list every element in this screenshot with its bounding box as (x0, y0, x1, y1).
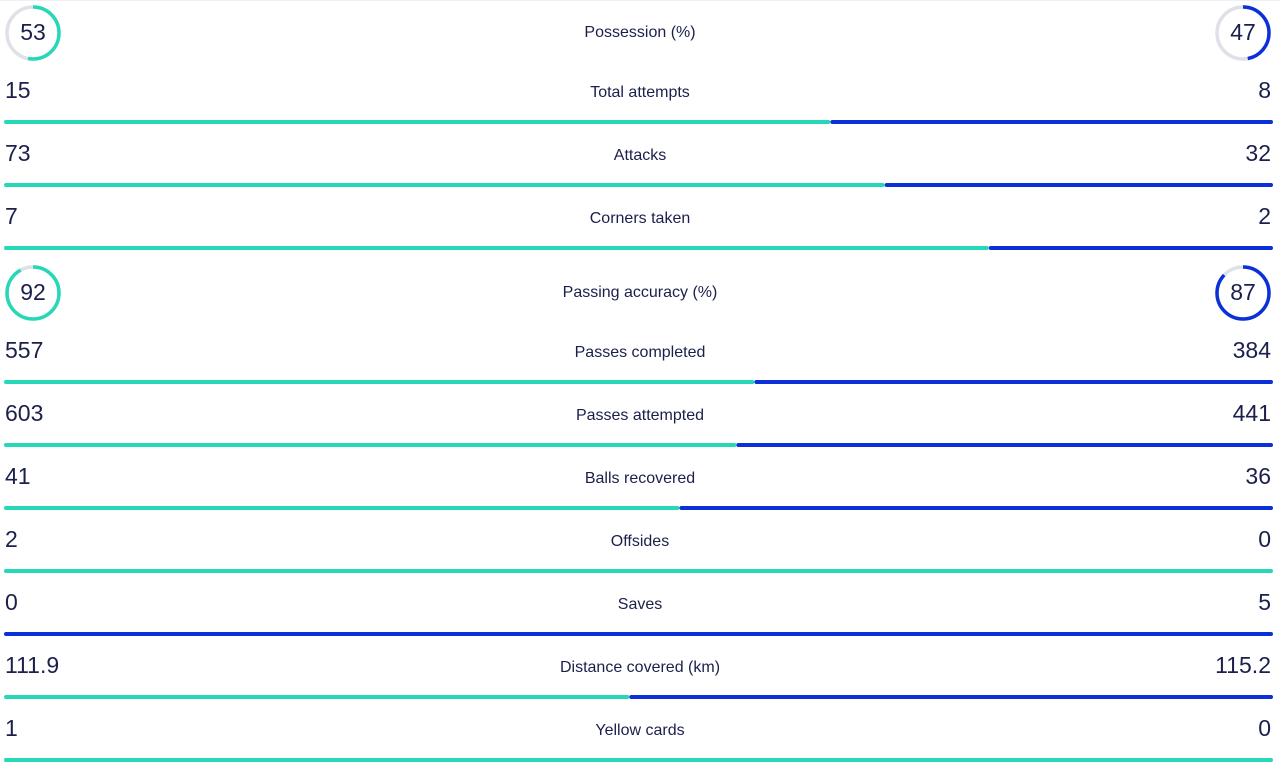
home-value: 53 (20, 19, 46, 45)
home-value: 7 (5, 203, 18, 229)
stat-label: Yellow cards (595, 722, 684, 739)
away-value: 384 (1233, 337, 1272, 363)
away-value: 8 (1258, 77, 1271, 103)
away-value: 5 (1258, 589, 1271, 615)
home-value: 2 (5, 526, 18, 552)
stat-label: Saves (618, 596, 662, 613)
home-value: 0 (5, 589, 18, 615)
home-value: 111.9 (5, 652, 59, 678)
away-value: 0 (1258, 715, 1271, 741)
ring-arc (1215, 265, 1271, 321)
stat-label: Passes attempted (576, 407, 704, 424)
stat-label: Total attempts (590, 84, 690, 101)
away-value: 36 (1245, 463, 1271, 489)
ring-arc (5, 265, 61, 321)
home-value: 603 (5, 400, 43, 426)
stat-label: Offsides (611, 533, 669, 550)
away-value: 0 (1258, 526, 1271, 552)
home-value: 557 (5, 337, 43, 363)
ring-arc (1215, 5, 1271, 61)
away-value: 441 (1233, 400, 1271, 426)
stat-label: Corners taken (590, 210, 691, 227)
stat-label: Balls recovered (585, 470, 695, 487)
away-value: 32 (1245, 140, 1271, 166)
home-value: 15 (5, 77, 31, 103)
stat-label: Possession (%) (584, 24, 695, 41)
away-value: 2 (1258, 203, 1271, 229)
home-value: 1 (5, 715, 18, 741)
away-value: 115.2 (1215, 652, 1271, 678)
stat-label: Attacks (614, 147, 666, 164)
stat-label: Passes completed (575, 344, 706, 361)
home-value: 41 (5, 463, 31, 489)
stat-label: Distance covered (km) (560, 659, 720, 676)
away-value: 47 (1230, 19, 1256, 45)
stat-label: Passing accuracy (%) (563, 284, 718, 301)
home-value: 92 (20, 279, 46, 305)
ring-arc (5, 5, 61, 61)
home-value: 73 (5, 140, 31, 166)
away-value: 87 (1230, 279, 1256, 305)
